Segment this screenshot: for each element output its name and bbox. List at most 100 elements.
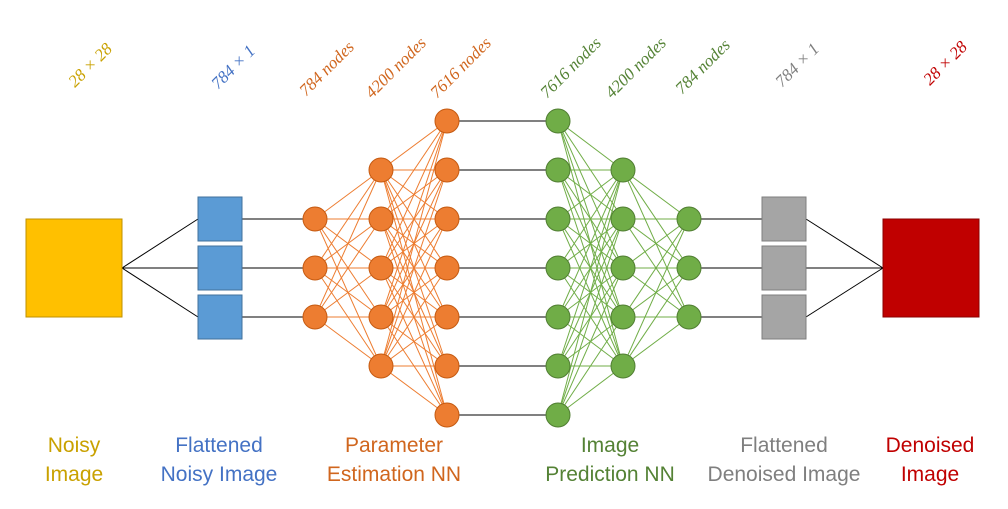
caption-line: Flattened	[175, 434, 263, 457]
pred-node	[545, 157, 571, 183]
pred-node	[545, 255, 571, 281]
network-nodes	[302, 108, 702, 428]
flat-denoised-cell	[761, 245, 807, 291]
pred-node	[610, 157, 636, 183]
caption-pred-nn: Image Prediction NN	[545, 434, 675, 486]
flat-noisy-cell	[197, 245, 243, 291]
connection-line	[622, 218, 690, 269]
pred-node	[610, 353, 636, 379]
param-node	[302, 255, 328, 281]
connection-line	[121, 218, 199, 269]
pred-node	[610, 206, 636, 232]
flat-denoised-cell	[761, 294, 807, 340]
connection-line	[557, 365, 624, 416]
caption-line: Image	[45, 463, 103, 486]
connection-line	[557, 169, 624, 318]
param-layer2-label: 4200 nodes	[361, 33, 430, 102]
connection-line	[557, 218, 624, 416]
connection-line	[622, 169, 690, 220]
connection-line	[380, 120, 448, 269]
param-node	[434, 304, 460, 330]
pred-node	[676, 255, 702, 281]
param-node	[302, 206, 328, 232]
pred-node	[545, 206, 571, 232]
param-node	[368, 157, 394, 183]
denoised-image-block	[882, 218, 980, 318]
connection-line	[380, 267, 448, 367]
param-node	[434, 157, 460, 183]
pred-node	[676, 206, 702, 232]
caption-line: Prediction NN	[545, 463, 675, 486]
connection-line	[314, 267, 382, 318]
noisy-dim-label: 28 × 28	[64, 39, 116, 91]
noisy-image-block	[25, 218, 123, 318]
pred-node	[545, 353, 571, 379]
connection-line	[380, 316, 448, 367]
caption-line: Parameter	[345, 434, 443, 457]
param-node	[434, 206, 460, 232]
connection-line	[314, 218, 382, 318]
caption-flattened-noisy: Flattened Noisy Image	[161, 434, 278, 486]
connection-line	[557, 169, 624, 269]
flattened-noisy-image	[197, 196, 243, 340]
caption-line: Image	[901, 463, 959, 486]
param-layer3-label: 7616 nodes	[426, 33, 495, 102]
connection-line	[380, 120, 448, 171]
connection-line	[380, 218, 448, 367]
pred-layer1-label: 7616 nodes	[536, 33, 605, 102]
caption-flattened-denoised: Flattened Denoised Image	[708, 434, 861, 486]
caption-param-nn: Parameter Estimation NN	[327, 434, 461, 486]
caption-noisy-image: Noisy Image	[45, 434, 103, 486]
connection-line	[557, 169, 624, 416]
flat-noisy-cell	[197, 196, 243, 242]
flattened-denoised-image	[761, 196, 807, 340]
connection-line	[380, 120, 448, 367]
flat-noisy-dim-label: 784 × 1	[207, 41, 259, 93]
connection-line	[314, 169, 382, 318]
connection-line	[380, 120, 448, 318]
connection-line	[805, 218, 884, 269]
flat-denoised-cell	[761, 196, 807, 242]
denoised-dim-label: 28 × 28	[919, 37, 971, 89]
connection-line	[557, 120, 624, 171]
param-node	[434, 353, 460, 379]
connection-line	[557, 267, 624, 416]
caption-denoised-image: Denoised Image	[886, 434, 975, 486]
pred-node	[610, 255, 636, 281]
pred-node	[610, 304, 636, 330]
connection-line	[622, 316, 690, 367]
connection-line	[805, 267, 884, 318]
connection-line	[380, 120, 448, 220]
param-node	[434, 402, 460, 428]
param-node	[368, 255, 394, 281]
caption-line: Denoised	[886, 434, 975, 457]
pred-node	[545, 108, 571, 134]
param-node	[434, 108, 460, 134]
pred-node	[676, 304, 702, 330]
pred-layer3-label: 784 nodes	[671, 35, 734, 98]
pred-layer2-label: 4200 nodes	[601, 33, 670, 102]
caption-line: Noisy Image	[161, 463, 278, 486]
connection-line	[622, 218, 690, 367]
pred-node	[545, 402, 571, 428]
connection-line	[557, 316, 624, 416]
caption-line: Flattened	[740, 434, 828, 457]
connection-line	[121, 267, 199, 318]
connection-line	[314, 316, 382, 367]
param-node	[368, 353, 394, 379]
connection-line	[622, 267, 690, 367]
caption-line: Image	[581, 434, 639, 457]
param-layer1-label: 784 nodes	[295, 37, 358, 100]
flat-denoised-dim-label: 784 × 1	[771, 39, 823, 91]
connection-line	[557, 169, 624, 220]
connection-line	[380, 169, 448, 367]
param-node	[302, 304, 328, 330]
caption-line: Denoised Image	[708, 463, 861, 486]
caption-line: Noisy	[48, 434, 101, 457]
flat-noisy-cell	[197, 294, 243, 340]
connection-line	[622, 218, 690, 318]
param-node	[368, 206, 394, 232]
pred-node	[545, 304, 571, 330]
caption-line: Estimation NN	[327, 463, 461, 486]
